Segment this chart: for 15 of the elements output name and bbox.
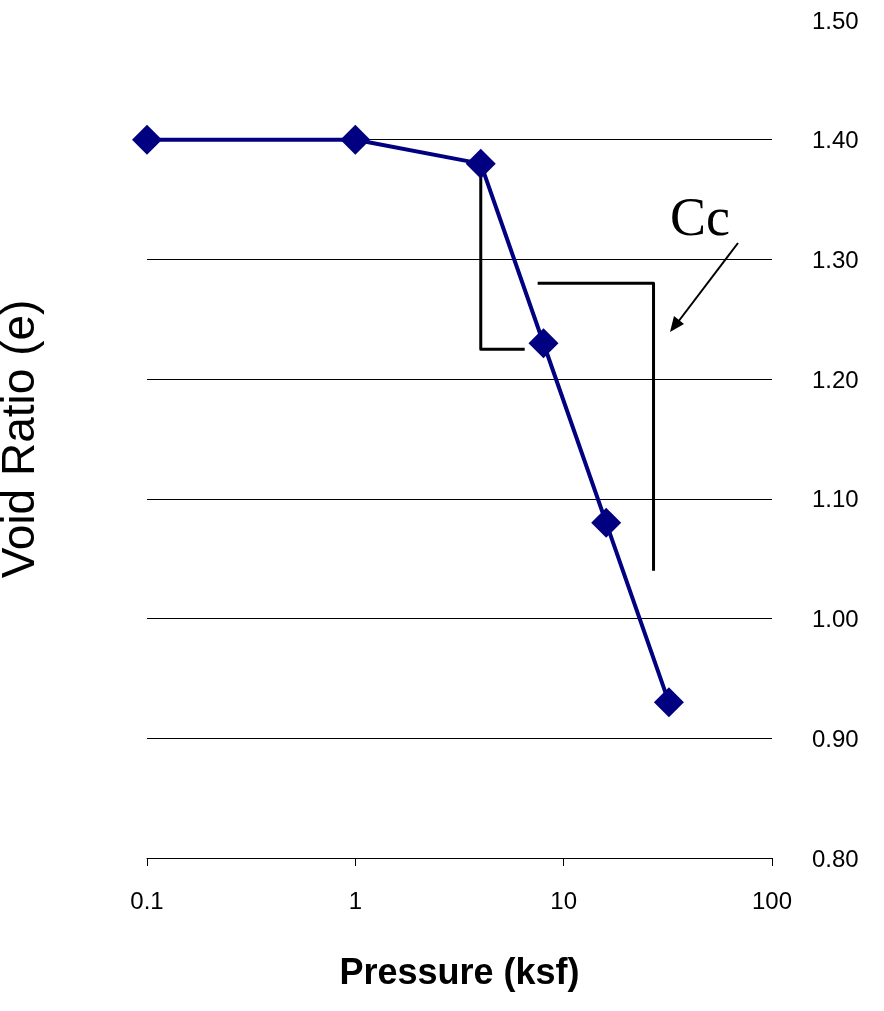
y-tick-label: 1.50	[812, 6, 859, 34]
y-tick-label: 1.20	[812, 365, 859, 393]
y-tick-label: 1.40	[812, 126, 859, 154]
x-tick-label: 100	[751, 886, 793, 914]
x-tick-label: 1	[348, 886, 363, 914]
x-tick-label: 0.1	[130, 886, 164, 914]
y-axis-title: Void Ratio (e)	[0, 299, 44, 579]
annotation: Cc	[670, 187, 730, 247]
y-tick-label: 0.90	[812, 724, 859, 752]
y-tick-label: 1.00	[812, 605, 859, 633]
x-tick-label: 10	[550, 886, 578, 914]
y-tick-label: 0.80	[812, 844, 859, 872]
y-tick-label: 1.10	[812, 485, 859, 513]
y-tick-label: 1.30	[812, 245, 859, 273]
x-axis-title: Pressure (ksf)	[339, 950, 580, 992]
